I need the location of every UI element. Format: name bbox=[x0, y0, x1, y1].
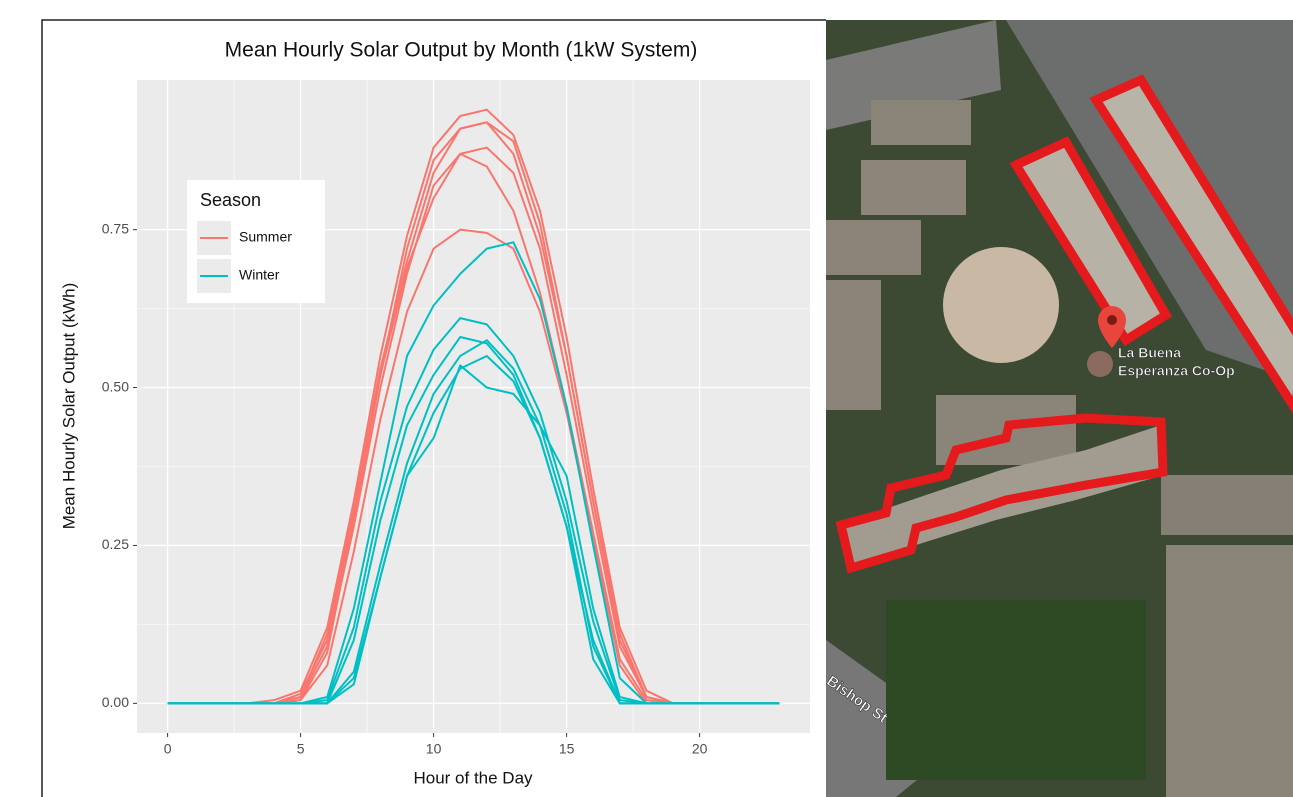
road bbox=[826, 20, 1001, 130]
legend-title: Season bbox=[200, 190, 261, 210]
y-tick-label: 0.25 bbox=[102, 536, 129, 552]
building bbox=[826, 220, 921, 275]
x-tick-label: 0 bbox=[164, 741, 172, 757]
legend-label: Summer bbox=[239, 229, 292, 245]
building bbox=[826, 280, 881, 410]
chart-title: Mean Hourly Solar Output by Month (1kW S… bbox=[225, 39, 698, 62]
solar-outline bbox=[835, 413, 1168, 574]
building bbox=[1161, 475, 1293, 535]
place-label: La Buena bbox=[1118, 345, 1181, 361]
satellite-map: La Buena Esperanza Co-Op Bishop St bbox=[826, 20, 1293, 797]
place-label: Esperanza Co-Op bbox=[1118, 363, 1235, 379]
building bbox=[1166, 545, 1293, 797]
place-icon bbox=[1087, 351, 1113, 377]
x-tick-label: 20 bbox=[692, 741, 708, 757]
trees bbox=[886, 600, 1146, 780]
y-axis-title: Mean Hourly Solar Output (kWh) bbox=[59, 283, 78, 530]
solar-outline bbox=[1009, 136, 1173, 347]
solar-outline bbox=[1089, 74, 1293, 414]
x-tick-label: 15 bbox=[559, 741, 575, 757]
x-axis-title: Hour of the Day bbox=[413, 768, 533, 787]
legend-label: Winter bbox=[239, 267, 280, 283]
y-tick-label: 0.50 bbox=[102, 378, 129, 394]
building bbox=[871, 100, 971, 145]
map-pin bbox=[1098, 306, 1126, 348]
plot-panel bbox=[137, 80, 810, 733]
y-tick-label: 0.75 bbox=[102, 220, 129, 236]
x-tick-label: 10 bbox=[426, 741, 442, 757]
building bbox=[861, 160, 966, 215]
chart: Mean Hourly Solar Output by Month (1kW S… bbox=[41, 19, 826, 797]
playground bbox=[943, 247, 1059, 363]
map-pin-dot bbox=[1107, 315, 1117, 325]
line bbox=[167, 364, 780, 705]
x-tick-label: 5 bbox=[297, 741, 305, 757]
y-tick-label: 0.00 bbox=[102, 694, 129, 710]
